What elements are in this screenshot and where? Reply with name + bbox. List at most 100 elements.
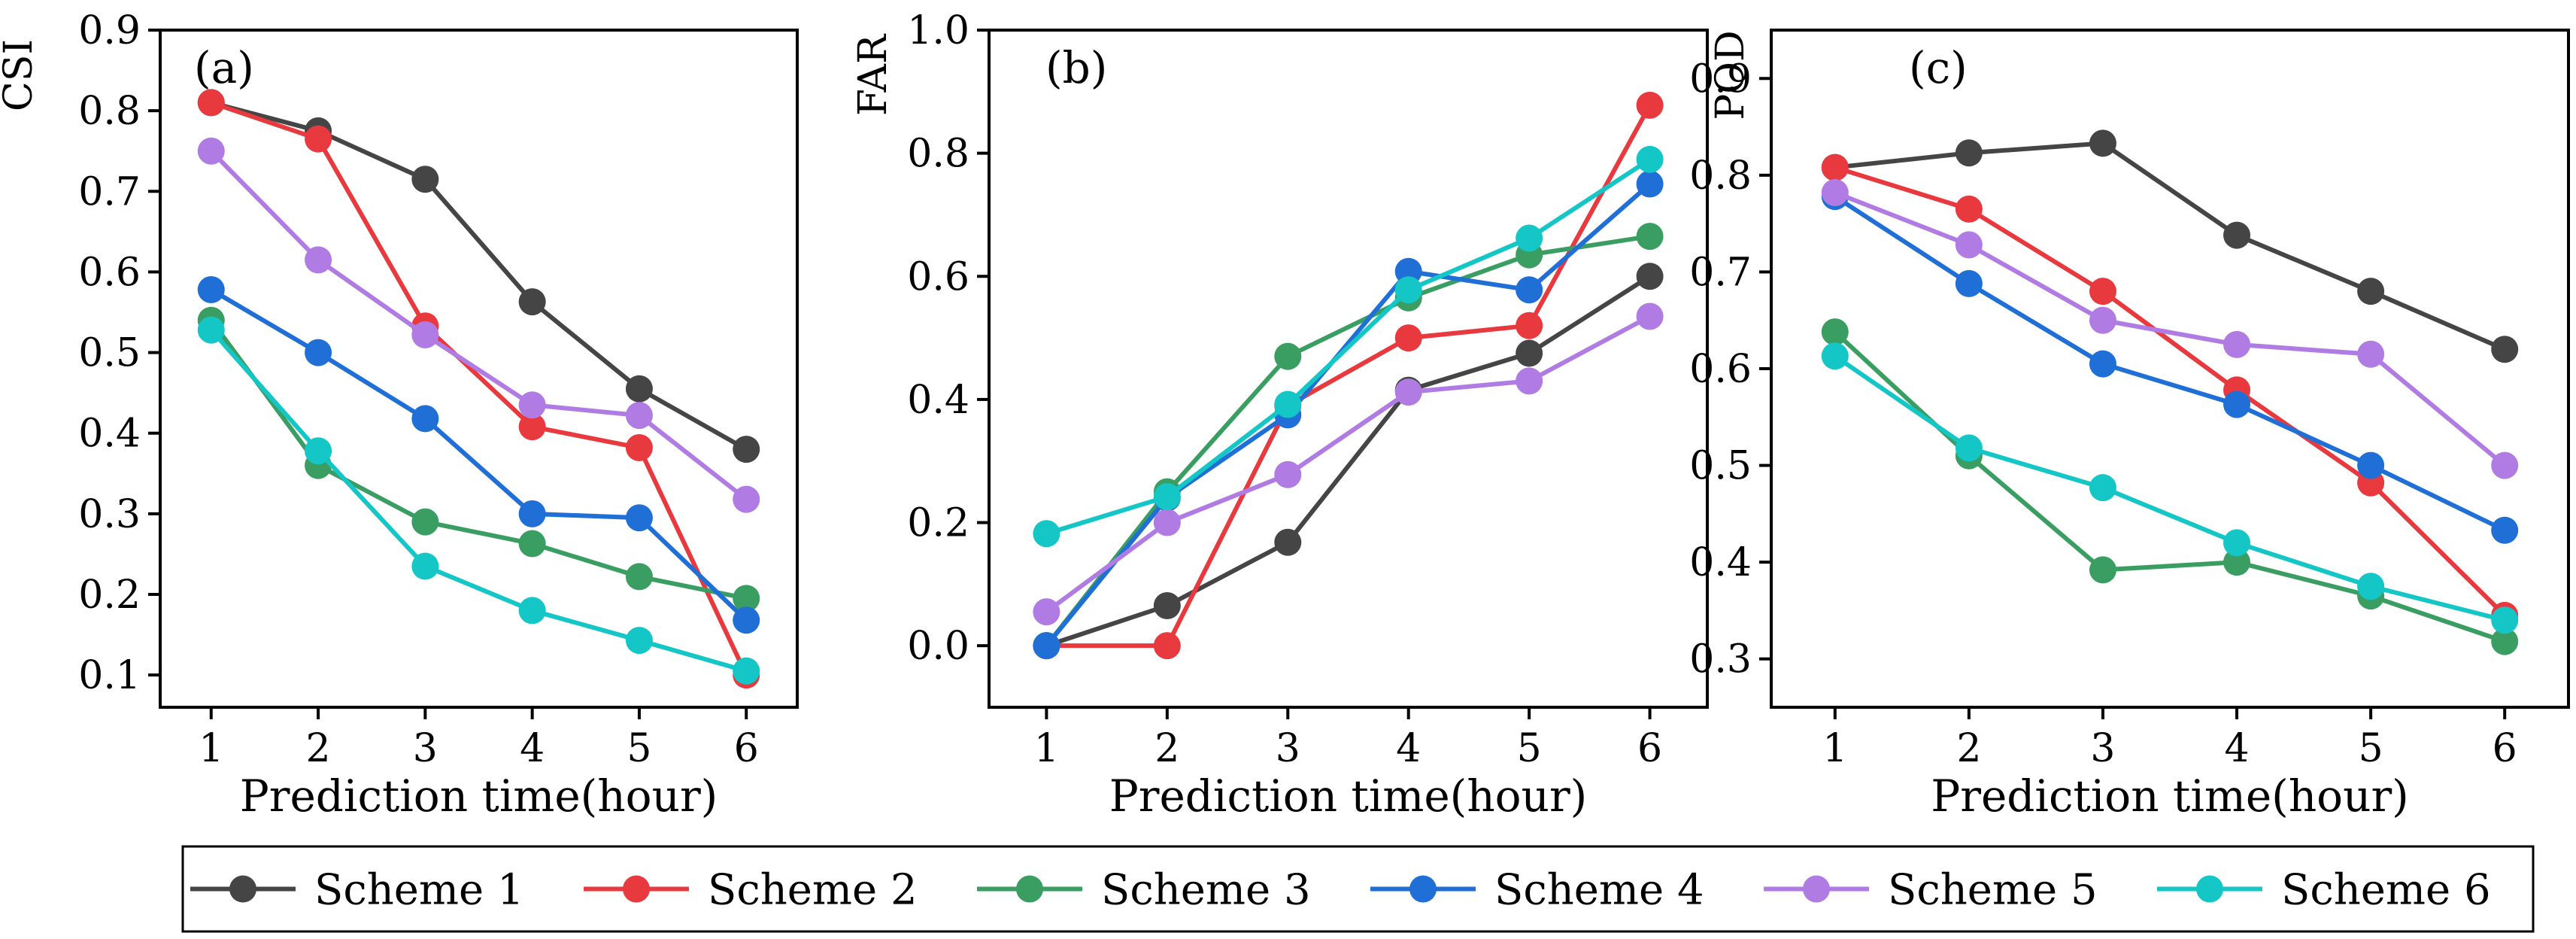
data-point-scheme-1	[625, 375, 653, 403]
x-tick-label: 3	[1276, 726, 1300, 771]
data-point-scheme-5	[2089, 306, 2116, 334]
y-tick-label: 0.4	[907, 378, 969, 423]
x-axis-title: Prediction time(hour)	[1931, 770, 2409, 822]
data-point-scheme-6	[2491, 606, 2519, 634]
data-point-scheme-5	[1516, 367, 1543, 395]
data-point-scheme-6	[1274, 390, 1302, 418]
legend-marker-scheme-2	[623, 875, 650, 903]
data-point-scheme-3	[2491, 628, 2519, 655]
x-tick-label: 5	[1517, 726, 1542, 771]
data-point-scheme-4	[2491, 516, 2519, 544]
x-axis-title: Prediction time(hour)	[1109, 770, 1588, 822]
y-tick-label: 0.2	[78, 573, 141, 618]
y-tick-label: 0.1	[78, 653, 141, 698]
data-point-scheme-2	[2089, 278, 2116, 305]
legend-label-scheme-4: Scheme 4	[1494, 866, 1704, 915]
data-point-scheme-1	[2357, 278, 2385, 305]
y-tick-label: 0.7	[1689, 250, 1752, 295]
data-point-scheme-2	[1516, 311, 1543, 339]
data-point-scheme-5	[305, 246, 332, 274]
data-point-scheme-2	[1955, 195, 1983, 223]
data-point-scheme-5	[2223, 330, 2251, 358]
data-point-scheme-4	[2089, 350, 2116, 378]
data-point-scheme-5	[411, 321, 439, 348]
data-point-scheme-1	[1274, 528, 1302, 556]
legend-label-scheme-2: Scheme 2	[708, 866, 918, 915]
legend-box	[181, 845, 2535, 933]
y-tick-label: 0.9	[1689, 56, 1752, 102]
data-point-scheme-4	[1636, 170, 1664, 198]
x-tick-label: 2	[306, 726, 331, 771]
data-point-scheme-2	[197, 89, 225, 117]
series-line-scheme-1	[1045, 274, 1652, 649]
series-line-scheme-5	[1834, 190, 2507, 467]
y-axis-title: POD	[1708, 30, 1753, 120]
data-point-scheme-4	[1033, 632, 1060, 660]
x-tick-label: 1	[1034, 726, 1059, 771]
data-point-scheme-4	[733, 606, 760, 634]
data-point-scheme-2	[1636, 91, 1664, 119]
data-point-scheme-5	[1153, 509, 1181, 536]
legend-marker-scheme-4	[1409, 875, 1437, 903]
data-point-scheme-5	[625, 402, 653, 430]
y-tick-label: 0.3	[78, 492, 141, 537]
panel-b-far-chart: 0.0 0.2 0.4 0.6 0.8 1.0 1 2 3 4 5 6 Prediction time(…	[851, 8, 1709, 822]
data-point-scheme-6	[1516, 224, 1543, 252]
data-point-scheme-4	[2223, 390, 2251, 418]
panel-label: (a)	[194, 42, 254, 93]
x-tick-label: 5	[627, 726, 651, 771]
data-point-scheme-5	[197, 137, 225, 165]
series-line-scheme-1	[210, 100, 748, 451]
data-point-scheme-1	[411, 166, 439, 193]
data-point-scheme-3	[625, 563, 653, 591]
y-tick-label: 0.8	[1689, 153, 1752, 199]
data-point-scheme-2	[1394, 324, 1422, 352]
data-point-scheme-1	[733, 436, 760, 463]
y-tick-label: 0.8	[907, 132, 969, 177]
x-axis-title: Prediction time(hour)	[240, 770, 718, 822]
data-point-scheme-4	[518, 500, 546, 527]
data-point-scheme-6	[1955, 434, 1983, 462]
y-tick-label: 0.0	[907, 624, 969, 669]
data-point-scheme-2	[1821, 153, 1849, 181]
y-tick-label: 0.2	[907, 501, 969, 546]
series-line-scheme-3	[209, 318, 747, 601]
x-tick-label: 6	[734, 726, 759, 771]
y-tick-label: 0.6	[1689, 347, 1752, 392]
panel-label: (b)	[1045, 42, 1107, 93]
y-tick-label: 1.0	[907, 8, 969, 53]
data-point-scheme-5	[1636, 302, 1664, 330]
data-point-scheme-3	[411, 508, 439, 536]
data-point-scheme-5	[1821, 179, 1849, 206]
data-point-scheme-4	[197, 276, 225, 303]
data-point-scheme-3	[1636, 223, 1664, 251]
data-point-scheme-5	[518, 391, 546, 419]
data-point-scheme-6	[305, 437, 332, 465]
data-point-scheme-3	[1821, 318, 1849, 346]
legend-marker-scheme-5	[1803, 875, 1830, 903]
panel-label: (c)	[1909, 42, 1968, 93]
x-tick-label: 4	[520, 726, 545, 771]
data-point-scheme-6	[1636, 145, 1664, 173]
series-line-scheme-6	[209, 328, 748, 673]
legend-label-scheme-6: Scheme 6	[2281, 866, 2491, 915]
data-point-scheme-1	[1153, 592, 1181, 619]
data-point-scheme-6	[2357, 573, 2385, 600]
data-point-scheme-6	[411, 552, 439, 580]
x-tick-label: 4	[2224, 726, 2249, 771]
y-tick-label: 0.4	[1689, 540, 1752, 585]
data-point-scheme-5	[2491, 451, 2519, 479]
x-tick-label: 1	[1822, 726, 1847, 771]
y-tick-label: 0.4	[78, 412, 141, 457]
y-tick-label: 0.7	[78, 169, 141, 214]
x-tick-label: 2	[1956, 726, 1981, 771]
x-tick-label: 4	[1396, 726, 1421, 771]
axes-frame	[988, 29, 1709, 709]
data-point-scheme-3	[2089, 556, 2116, 584]
legend-label-scheme-3: Scheme 3	[1101, 866, 1311, 915]
data-point-scheme-6	[733, 657, 760, 685]
y-tick-label: 0.6	[78, 250, 141, 295]
legend-marker-scheme-3	[1016, 875, 1043, 903]
data-point-scheme-2	[518, 413, 546, 441]
